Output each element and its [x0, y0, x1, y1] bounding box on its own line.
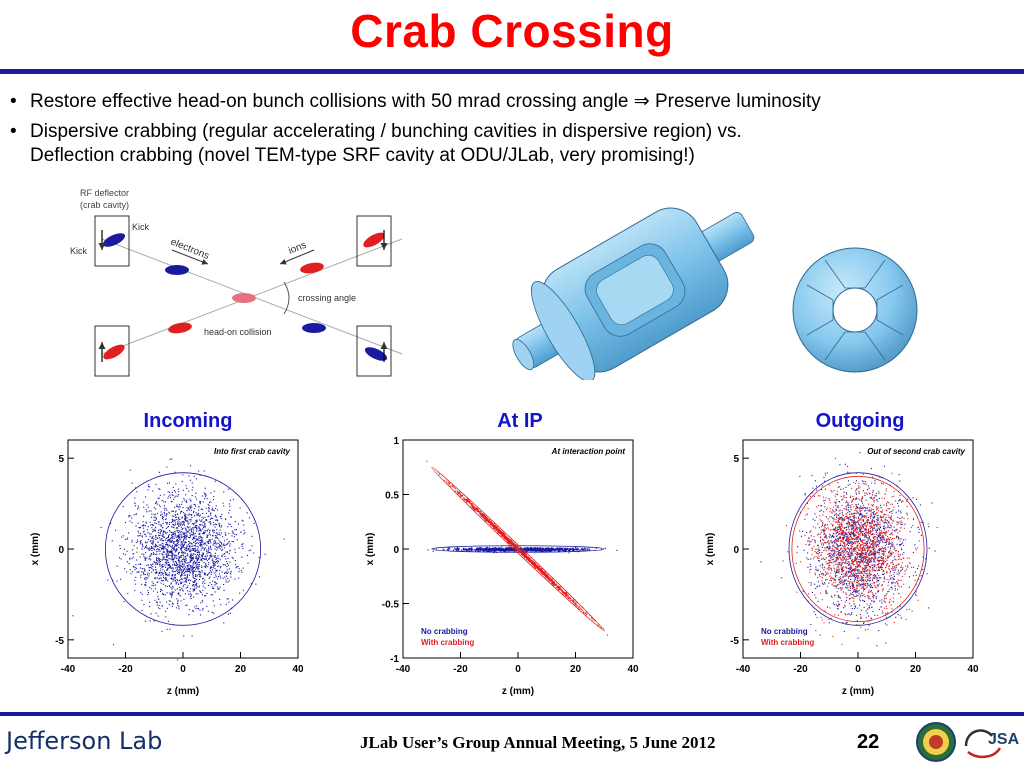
outgoing-scatter-plot: -40 -20 0 20 40 5 0 -5 z (mm) x (mm) Out of second…	[705, 439, 979, 697]
rf-deflector-label: RF deflector	[80, 188, 129, 198]
beam-envelope	[104, 472, 262, 626]
electron-distribution	[72, 458, 285, 661]
y-tick-label: 1	[393, 436, 399, 447]
doe-seal-icon	[916, 722, 956, 762]
crab-cavity-box	[356, 215, 392, 267]
head-on-collision-label: head-on collision	[204, 327, 272, 337]
with-crabbing-distribution	[426, 460, 609, 636]
legend-no-crabbing: No crabbing	[421, 627, 468, 636]
ion-bunch	[300, 262, 324, 274]
ion-bunch	[103, 344, 125, 360]
no-crabbing-distribution	[427, 546, 618, 554]
no-crabbing-distribution	[760, 452, 936, 647]
no-crabbing-envelope	[788, 472, 928, 626]
crab-cavity-label: (crab cavity)	[80, 200, 129, 210]
kick-label: Kick	[70, 246, 88, 256]
with-crabbing-distribution	[782, 457, 938, 645]
bullet-line: Deflection crabbing (novel TEM-type SRF …	[30, 145, 695, 166]
x-tick-label: 20	[235, 664, 247, 675]
y-tick-label: 0	[733, 545, 739, 556]
kick-label: Kick	[132, 222, 150, 232]
bullet-dot: •	[10, 91, 17, 112]
crab-cavity-box	[356, 325, 392, 377]
y-tick-label: 0	[393, 545, 399, 556]
bullet-list: • Restore effective head-on bunch collis…	[10, 90, 1010, 174]
y-tick-label: 5	[58, 454, 64, 465]
y-tick-label: 5	[733, 454, 739, 465]
crossing-angle-label: crossing angle	[298, 293, 356, 303]
ion-bunch	[363, 232, 385, 248]
plot-title-at-ip: At IP	[497, 410, 543, 432]
y-axis-label: x (mm)	[30, 533, 41, 566]
y-axis-label: x (mm)	[365, 533, 376, 566]
electron-bunch	[165, 265, 189, 275]
ion-bunch	[168, 322, 192, 334]
plot-title-incoming: Incoming	[143, 410, 233, 432]
footer-divider	[0, 712, 1024, 716]
bullet-dot: •	[10, 121, 17, 142]
plot-inner-title: Out of second crab cavity	[867, 447, 965, 456]
colliding-bunch	[232, 293, 256, 303]
plot-inner-title: At interaction point	[551, 447, 626, 456]
with-crabbing-envelope	[791, 475, 925, 623]
x-tick-label: -40	[396, 664, 411, 675]
jsa-logo: JSA	[964, 729, 1020, 759]
x-tick-label: 20	[910, 664, 922, 675]
cavity-cross-section	[792, 247, 918, 373]
x-tick-label: -20	[453, 664, 468, 675]
at-ip-scatter-plot: -40 -20 0 20 40 1 0.5 0 -0.5 -1 z (mm) x (mm) At int…	[365, 436, 639, 697]
bullet-item: • Restore effective head-on bunch collis…	[10, 90, 1010, 114]
y-tick-label: -5	[55, 636, 64, 647]
crab-cavity-render	[512, 207, 755, 380]
y-tick-label: -0.5	[382, 600, 400, 611]
electron-bunch	[102, 233, 126, 247]
crab-cavity-box	[94, 215, 130, 267]
legend-with-crabbing: With crabbing	[421, 638, 474, 647]
x-tick-label: -20	[793, 664, 808, 675]
plot-title-outgoing: Outgoing	[815, 410, 905, 432]
y-tick-label: 0.5	[385, 491, 399, 502]
y-tick-label: 0	[58, 545, 64, 556]
crab-cavity-box	[94, 325, 130, 377]
electrons-label: electrons	[169, 237, 211, 262]
title-divider	[0, 69, 1024, 74]
x-tick-label: 40	[967, 664, 979, 675]
electron-bunch	[302, 323, 326, 333]
bullet-text: Restore effective head-on bunch collisio…	[30, 91, 821, 112]
bullet-item: • Dispersive crabbing (regular accelerat…	[10, 120, 1010, 168]
x-axis-label: z (mm)	[502, 686, 534, 697]
electron-bunch	[364, 347, 388, 361]
jsa-text: JSA	[988, 731, 1020, 748]
meeting-caption: JLab User’s Group Annual Meeting, 5 June…	[360, 733, 716, 752]
page-number: 22	[857, 731, 880, 753]
crossing-angle-arc	[283, 281, 290, 315]
y-tick-label: -1	[390, 654, 399, 665]
legend-with-crabbing: With crabbing	[761, 638, 814, 647]
bullet-text: Dispersive crabbing (regular acceleratin…	[30, 120, 1010, 168]
y-tick-label: -5	[730, 636, 739, 647]
legend-no-crabbing: No crabbing	[761, 627, 808, 636]
with-crabbing-envelope	[431, 466, 605, 632]
slide-title: Crab Crossing	[350, 5, 674, 57]
x-tick-label: 0	[180, 664, 186, 675]
jefferson-lab-logo: Jefferson Lab	[6, 727, 163, 755]
x-axis-label: z (mm)	[842, 686, 874, 697]
x-tick-label: -40	[61, 664, 76, 675]
crab-crossing-diagram: RF deflector (crab cavity) Kick Kick ele…	[70, 188, 403, 377]
x-tick-label: 40	[292, 664, 304, 675]
x-axis-label: z (mm)	[167, 686, 199, 697]
x-tick-label: -40	[736, 664, 751, 675]
x-tick-label: 0	[515, 664, 521, 675]
y-axis-label: x (mm)	[705, 533, 716, 566]
plot-inner-title: Into first crab cavity	[214, 447, 291, 456]
bullet-line: Dispersive crabbing (regular acceleratin…	[30, 121, 742, 142]
x-tick-label: 20	[570, 664, 582, 675]
x-tick-label: 0	[855, 664, 861, 675]
x-tick-label: -20	[118, 664, 133, 675]
x-tick-label: 40	[627, 664, 639, 675]
incoming-scatter-plot: -40 -20 0 20 40 5 0 -5 z (mm) x (mm) Into first cr…	[30, 439, 304, 697]
